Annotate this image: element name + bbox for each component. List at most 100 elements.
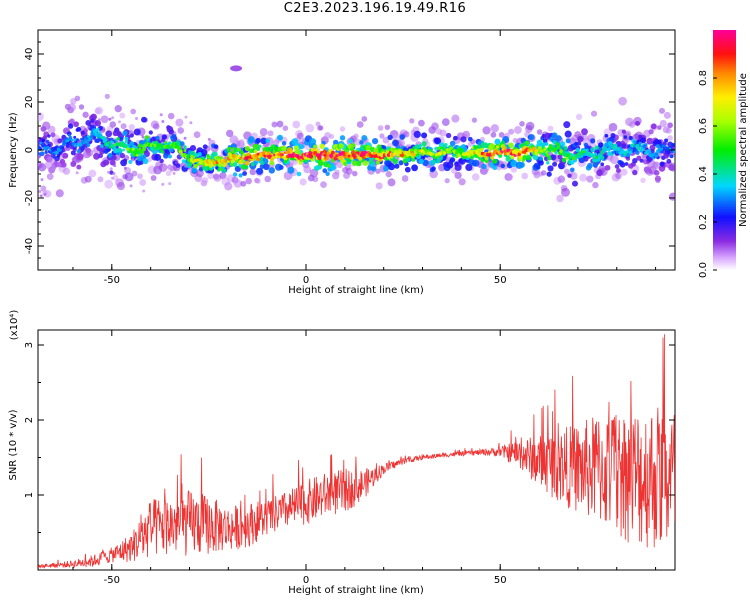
heatmap-cell: [39, 151, 45, 157]
heatmap-cell: [56, 154, 61, 158]
heatmap-cell: [590, 110, 598, 117]
heatmap-cell: [398, 151, 401, 155]
heatmap-cell: [434, 137, 442, 145]
heatmap-cell: [536, 129, 543, 135]
heatmap-cell: [575, 113, 583, 121]
heatmap-cell: [627, 147, 632, 151]
heatmap-cell: [409, 153, 412, 157]
heatmap-cell: [449, 157, 456, 163]
heatmap-cell: [560, 141, 566, 147]
heatmap-cell: [141, 116, 147, 123]
heatmap-cell: [117, 140, 121, 143]
heatmap-cell: [102, 128, 106, 132]
heatmap-cell: [107, 153, 113, 158]
heatmap-cell: [431, 166, 436, 171]
heatmap-cell: [67, 133, 71, 137]
heatmap-cell: [223, 162, 228, 166]
heatmap-cell: [260, 137, 267, 145]
heatmap-cell: [125, 147, 130, 151]
heatmap-cell: [451, 114, 460, 123]
heatmap-cell: [600, 162, 605, 167]
heatmap-cell: [492, 158, 498, 164]
colorbar-ticks: 0.0 0.2 0.4 0.6 0.8: [698, 70, 717, 278]
heatmap-cell: [89, 135, 93, 138]
heatmap-cell: [387, 163, 396, 171]
heatmap-x-tick-label: 50: [494, 275, 507, 286]
snr-y-tick-label: 3: [24, 342, 35, 348]
heatmap-cell: [90, 118, 95, 124]
heatmap-cell: [229, 148, 233, 152]
heatmap-cell: [508, 128, 515, 135]
heatmap-cell: [260, 160, 265, 166]
heatmap-cell: [396, 153, 400, 157]
heatmap-cell: [269, 160, 275, 166]
heatmap-cell: [129, 184, 133, 188]
heatmap-cell: [256, 167, 264, 175]
heatmap-cell: [338, 155, 344, 161]
heatmap-cell: [370, 154, 374, 158]
heatmap-cell: [623, 135, 628, 139]
heatmap-cell: [167, 112, 175, 120]
heatmap-cell: [361, 134, 368, 142]
heatmap-cell: [175, 118, 184, 127]
heatmap-cell: [109, 159, 116, 166]
heatmap-cell: [39, 194, 43, 198]
heatmap-cell: [467, 136, 473, 142]
heatmap-cell: [557, 154, 563, 160]
heatmap-cell: [187, 161, 193, 167]
heatmap-cell: [93, 129, 98, 134]
heatmap-cell: [586, 175, 594, 183]
heatmap-cell: [178, 149, 183, 154]
heatmap-cell: [59, 138, 63, 143]
heatmap-cell: [122, 148, 126, 152]
heatmap-cell: [159, 158, 164, 164]
heatmap-cell: [154, 153, 162, 161]
snr-x-tick-label: 50: [494, 575, 507, 586]
heatmap-cell: [41, 142, 46, 147]
heatmap-cell: [242, 171, 248, 176]
heatmap-cell: [191, 167, 198, 174]
heatmap-cell: [368, 158, 374, 165]
heatmap-cell: [62, 167, 71, 175]
heatmap-cell: [377, 125, 384, 131]
heatmap-cell: [525, 140, 530, 146]
heatmap-cell: [443, 143, 448, 147]
heatmap-cell: [580, 152, 584, 156]
heatmap-cell: [135, 153, 139, 157]
heatmap-cell: [359, 140, 364, 145]
heatmap-cell: [396, 139, 406, 148]
heatmap-cell: [543, 147, 547, 151]
heatmap-cell: [608, 145, 613, 150]
heatmap-cell: [259, 128, 268, 136]
heatmap-cell: [472, 159, 480, 167]
heatmap-y-tick-label: 0: [24, 147, 35, 153]
heatmap-cell: [198, 167, 204, 172]
heatmap-cell: [544, 141, 549, 146]
heatmap-cell: [315, 121, 321, 127]
heatmap-cell: [68, 103, 76, 112]
heatmap-cell: [267, 130, 274, 137]
heatmap-cell: [53, 167, 57, 170]
heatmap-cell: [621, 129, 627, 134]
heatmap-cell: [70, 150, 76, 156]
heatmap-cell: [52, 155, 56, 160]
heatmap-cell: [38, 112, 44, 122]
heatmap-cell: [76, 153, 84, 161]
heatmap-cell: [371, 166, 377, 172]
heatmap-cell: [104, 93, 110, 100]
heatmap-cell: [525, 121, 535, 131]
heatmap-cell: [256, 157, 261, 162]
heatmap-cell: [240, 157, 244, 161]
heatmap-cell: [620, 168, 628, 176]
heatmap-cell: [635, 143, 640, 148]
heatmap-cell: [614, 145, 618, 150]
snr-y-tick-label: 2: [24, 417, 35, 423]
heatmap-cell: [129, 133, 134, 138]
heatmap-cell: [175, 163, 181, 168]
snr-x-axis-label: Height of straight line (km): [288, 585, 424, 596]
heatmap-cell: [339, 126, 346, 132]
heatmap-cell: [128, 159, 133, 164]
heatmap-cell: [264, 175, 272, 183]
heatmap-cell: [267, 151, 272, 156]
heatmap-cell: [102, 137, 107, 141]
